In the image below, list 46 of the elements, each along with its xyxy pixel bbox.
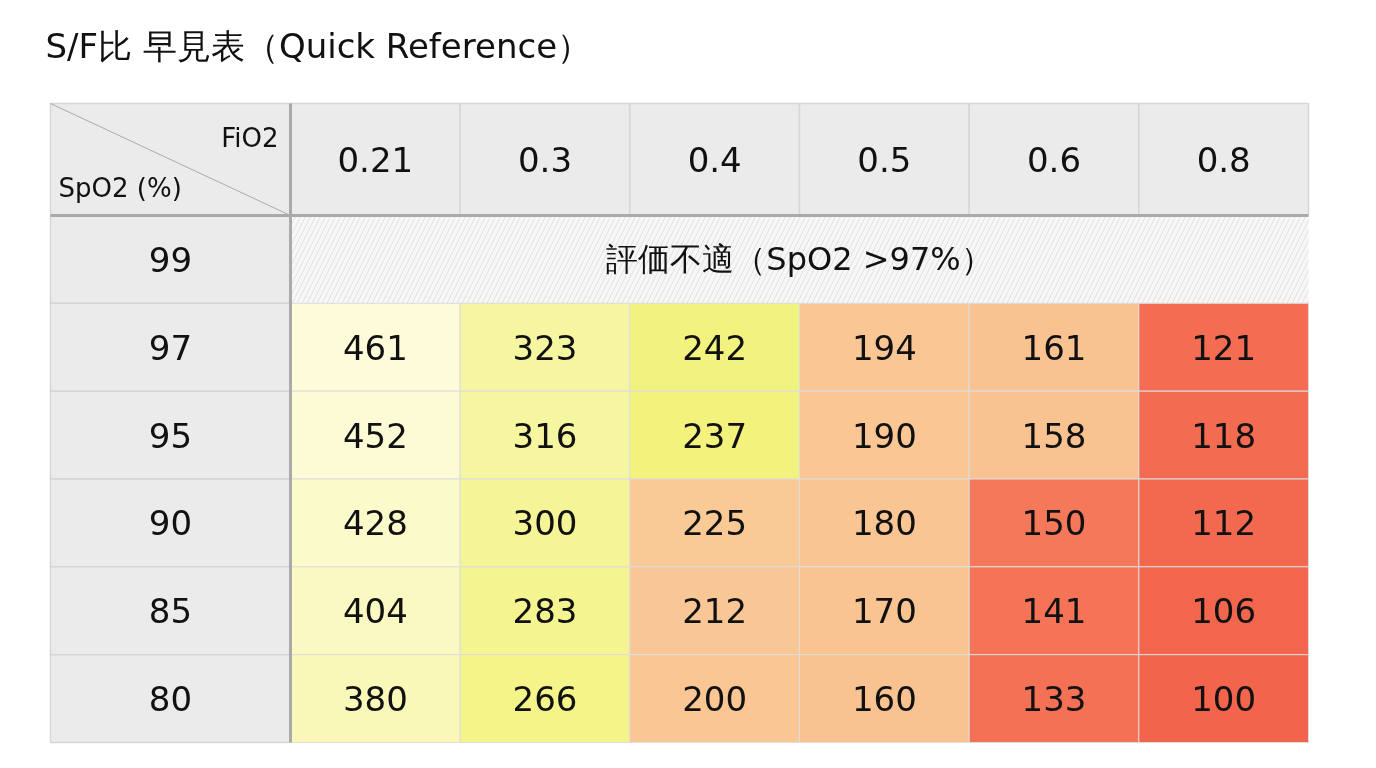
- band-label: 評価不適（SpO2 >97%）: [606, 240, 993, 279]
- data-label: 200: [682, 679, 748, 720]
- data-label: 190: [851, 415, 917, 456]
- data-label: 283: [512, 591, 578, 632]
- x-tick-label: 0.5: [857, 140, 912, 180]
- data-label: 118: [1191, 415, 1257, 456]
- data-label: 316: [512, 415, 578, 456]
- data-label: 180: [851, 503, 917, 544]
- y-tick-label: 90: [148, 503, 193, 544]
- y-tick-label: 95: [148, 415, 193, 456]
- data-label: 133: [1021, 679, 1087, 720]
- data-label: 300: [512, 503, 578, 544]
- data-label: 158: [1021, 415, 1087, 456]
- data-label: 170: [851, 591, 917, 632]
- data-label: 237: [682, 415, 748, 456]
- x-tick-label: 0.21: [337, 140, 414, 180]
- data-label: 225: [682, 503, 748, 544]
- data-label: 461: [342, 327, 408, 368]
- x-tick-label: 0.6: [1026, 140, 1082, 180]
- data-label: 106: [1191, 591, 1257, 632]
- x-tick-label: 0.3: [517, 140, 573, 180]
- data-label: 141: [1021, 591, 1087, 632]
- data-label: 194: [851, 327, 917, 368]
- data-label: 150: [1021, 503, 1087, 544]
- data-label: 112: [1191, 503, 1257, 544]
- data-label: 266: [512, 679, 578, 720]
- data-label: 323: [512, 327, 578, 368]
- data-label: 404: [342, 591, 408, 632]
- y-tick-label: 80: [148, 679, 193, 720]
- data-label: 161: [1021, 327, 1087, 368]
- x-tick-label: 0.8: [1196, 140, 1251, 180]
- data-label: 380: [342, 679, 408, 720]
- data-label: 160: [851, 679, 917, 720]
- data-label: 212: [682, 591, 748, 632]
- y-tick-label: 99: [148, 239, 193, 280]
- data-label: 452: [342, 415, 408, 456]
- data-label: 428: [342, 503, 408, 544]
- data-label: 100: [1191, 679, 1257, 720]
- y-tick-label: 85: [148, 591, 193, 632]
- x-tick-label: 0.4: [687, 140, 742, 180]
- data-label: 121: [1191, 327, 1257, 368]
- x-axis-title: FiO2: [221, 122, 279, 153]
- data-label: 242: [682, 327, 748, 368]
- y-axis-title: SpO2 (%): [58, 172, 182, 203]
- chart-title: S/F比 早見表（Quick Reference）: [45, 25, 592, 66]
- y-tick-label: 97: [148, 327, 193, 368]
